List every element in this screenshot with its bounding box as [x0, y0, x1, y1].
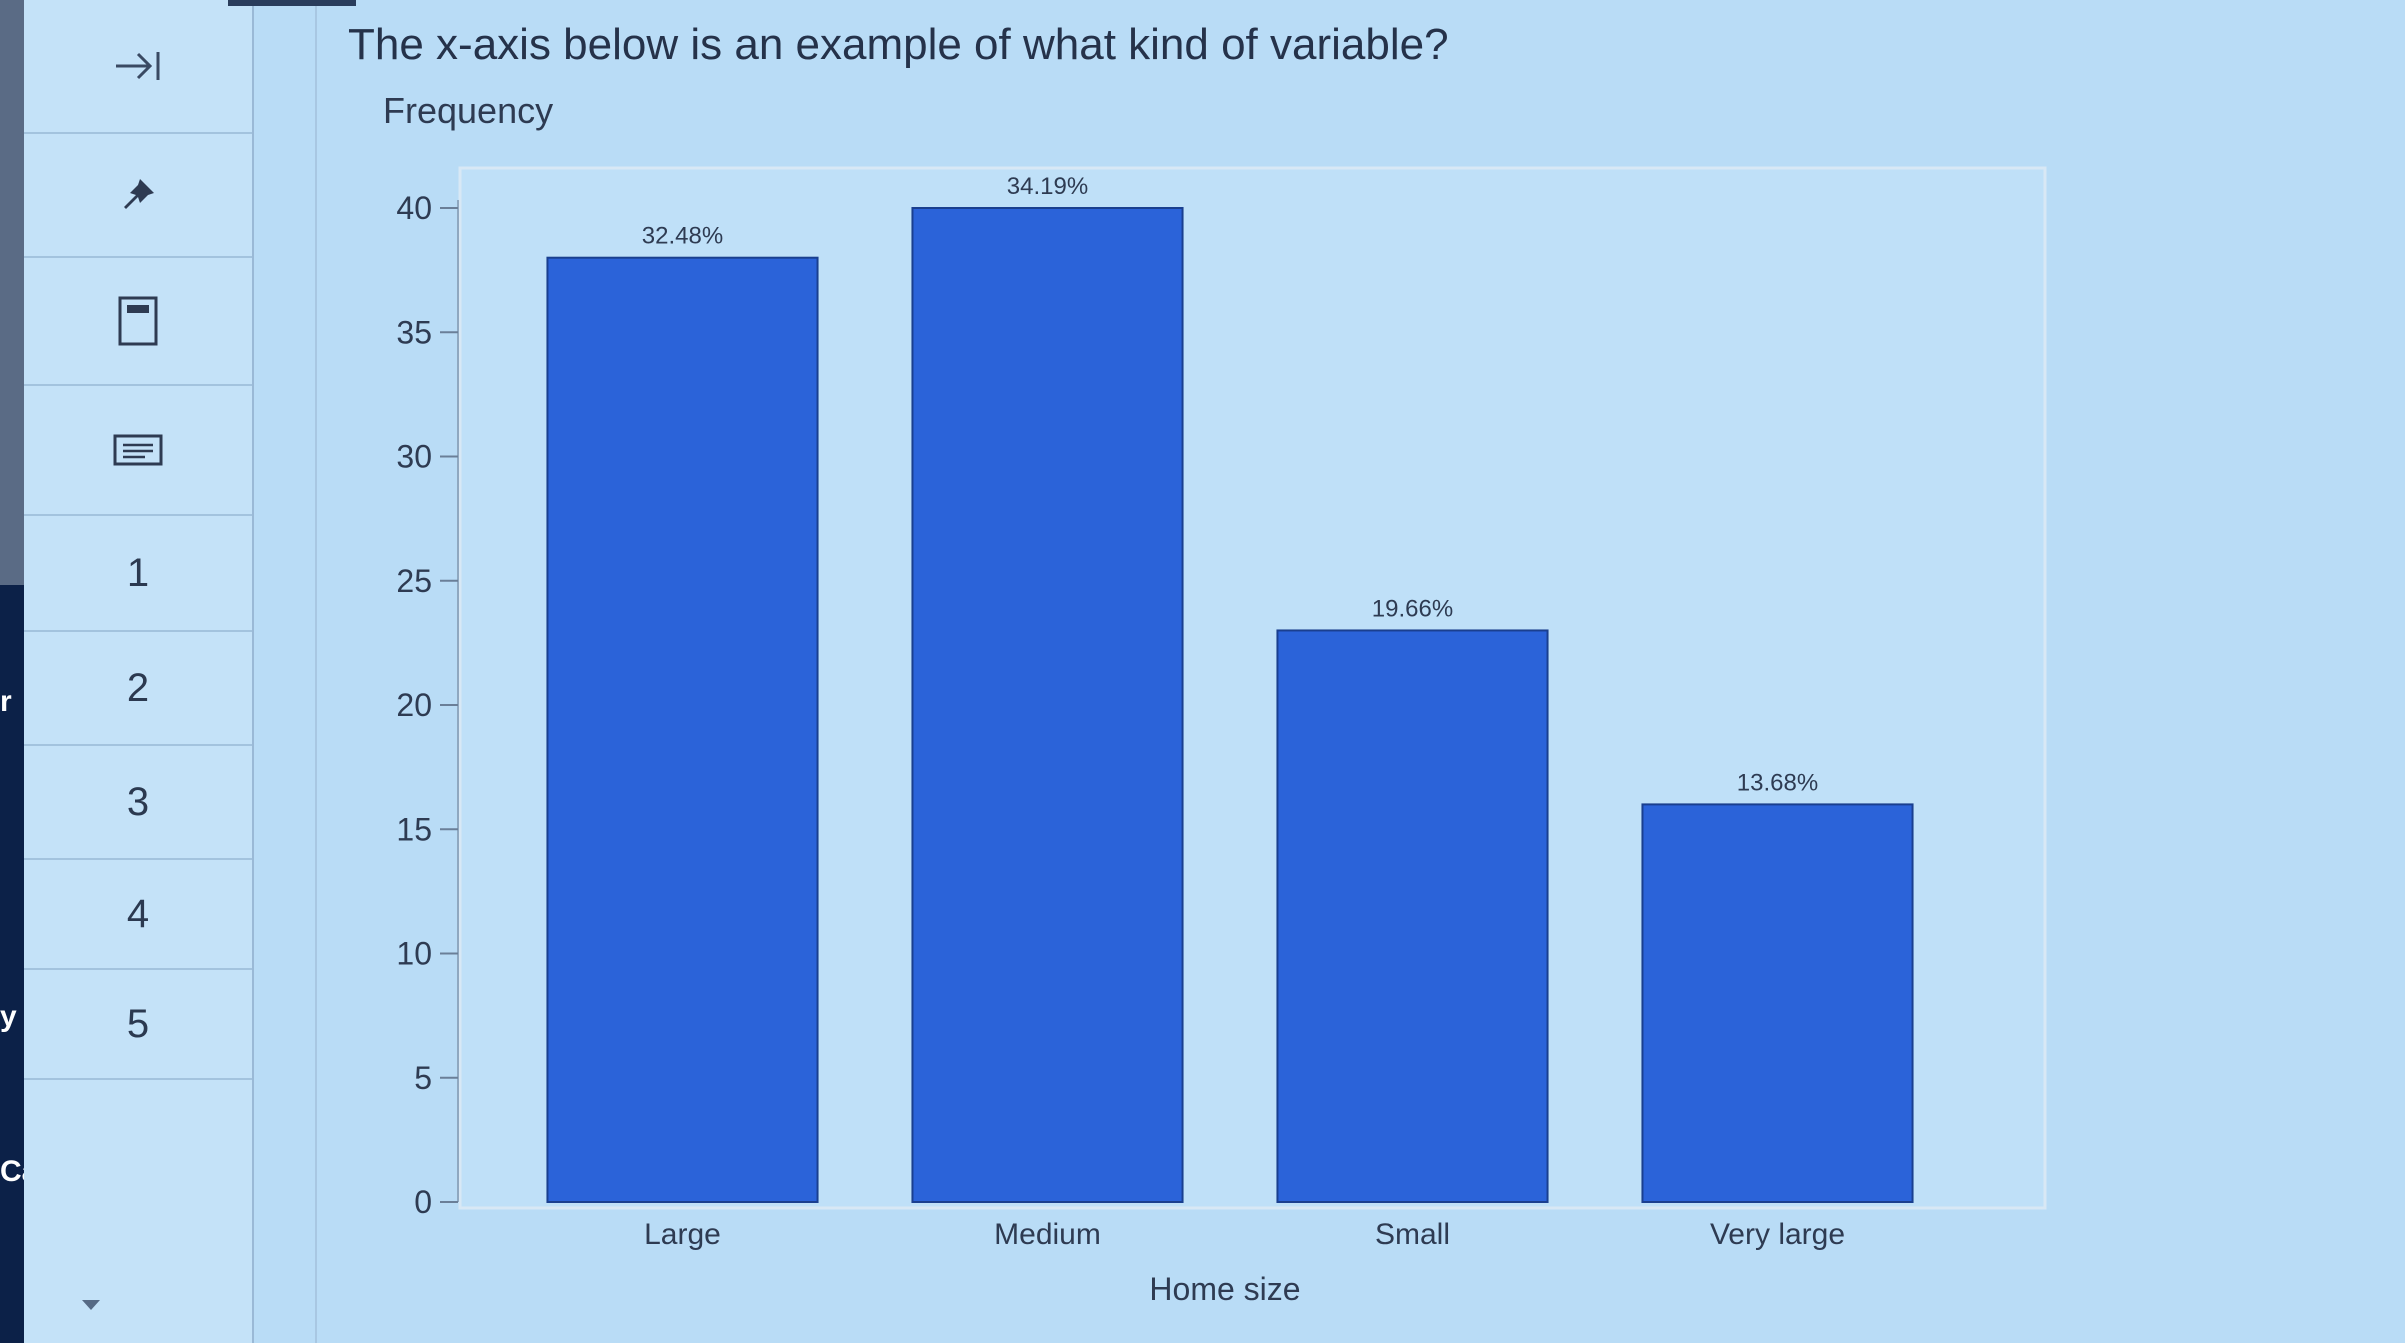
background-text-fragment: r: [0, 685, 12, 718]
bar: [1276, 629, 1549, 1203]
y-tick-label: 30: [396, 439, 432, 475]
y-tick-label: 5: [414, 1060, 432, 1096]
question-sidebar: 1 2 3 4 5: [24, 0, 254, 1343]
bar: [911, 207, 1184, 1203]
question-number: 2: [126, 665, 150, 710]
x-tick-label: Small: [1375, 1218, 1450, 1251]
bar: [546, 256, 819, 1203]
x-tick-label: Very large: [1710, 1218, 1845, 1251]
question-number: 1: [126, 550, 150, 595]
data-label: 34.19%: [1007, 173, 1088, 200]
calculator-icon: [117, 295, 159, 347]
y-tick-label: 10: [396, 936, 432, 972]
question-nav-3[interactable]: 3: [24, 746, 252, 860]
y-tick-label: 40: [396, 190, 432, 226]
data-label: 13.68%: [1737, 769, 1818, 796]
notes-icon: [112, 433, 164, 467]
data-label: 19.66%: [1372, 595, 1453, 622]
y-ticks: 0 5 10 15 20 25 30 35 40: [396, 190, 458, 1220]
data-labels: 32.48% 34.19% 19.66% 13.68%: [642, 173, 1818, 796]
question-number: 3: [126, 779, 150, 824]
y-tick-label: 25: [396, 563, 432, 599]
collapse-right-icon: [112, 46, 164, 86]
question-nav-5[interactable]: 5: [24, 970, 252, 1080]
question-text: The x-axis below is an example of what k…: [348, 20, 1449, 69]
collapse-sidebar-button[interactable]: [24, 0, 252, 134]
bars: [546, 207, 1914, 1204]
window-edge: [0, 0, 24, 585]
data-label: 32.48%: [642, 223, 723, 250]
pin-icon: [118, 175, 158, 215]
x-tick-label: Medium: [994, 1218, 1101, 1251]
question-number: 4: [126, 891, 150, 936]
bar: [1641, 803, 1914, 1204]
pin-button[interactable]: [24, 134, 252, 258]
background-text-fragment: y: [0, 1000, 17, 1033]
x-tick-labels: Large Medium Small Very large: [644, 1218, 1845, 1251]
x-tick-label: Large: [644, 1218, 721, 1251]
y-tick-label: 35: [396, 314, 432, 350]
content-divider: [315, 0, 317, 1343]
question-number: 5: [126, 1001, 150, 1046]
question-nav-2[interactable]: 2: [24, 632, 252, 746]
question-nav-4[interactable]: 4: [24, 860, 252, 970]
question-nav-1[interactable]: 1: [24, 516, 252, 632]
top-tab-edge: [228, 0, 356, 6]
y-axis-title: Frequency: [383, 90, 553, 131]
scroll-down-icon[interactable]: [82, 1300, 100, 1310]
y-tick-label: 15: [396, 811, 432, 847]
x-axis-title: Home size: [1149, 1271, 1300, 1307]
y-tick-label: 20: [396, 687, 432, 723]
y-tick-label: 0: [414, 1184, 432, 1220]
notes-button[interactable]: [24, 386, 252, 516]
calculator-button[interactable]: [24, 258, 252, 386]
